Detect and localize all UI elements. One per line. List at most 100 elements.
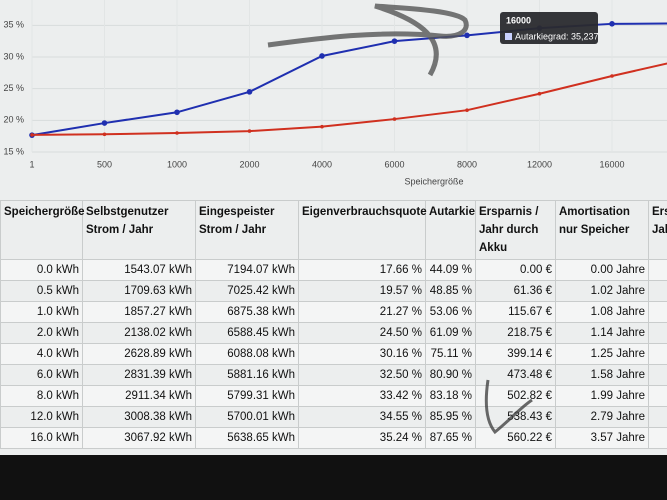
tooltip-swatch [505,33,512,40]
table-cell: 0.00 Jahre [555,259,649,281]
data-point [319,53,325,59]
table-cell: 1.25 Jahre [555,343,649,365]
table-row: 2.0 kWh 2138.02 kWh 6588.45 kWh 24.50 % 61.0… [0,322,667,344]
table-cell: 7194.07 kWh [195,259,299,281]
y-tick-label: 20 % [3,115,24,125]
table-row: 0.0 kWh 1543.07 kWh 7194.07 kWh 17.66 % 44.0… [0,259,667,281]
table-cell: 2831.39 kWh [82,364,196,386]
table-cell: 1.14 Jahre [555,322,649,344]
table-row: 16.0 kWh 3067.92 kWh 5638.65 kWh 35.24 % 87.… [0,427,667,449]
table-cell-cut [648,427,667,449]
x-tick-label: 4000 [312,159,332,169]
table-cell: 6588.45 kWh [195,322,299,344]
data-point [320,124,324,129]
x-tick-label: 1 [29,159,34,169]
tooltip-box [500,12,598,44]
column-header: Speichergröße [0,200,85,260]
table-cell: 3.57 Jahre [555,427,649,449]
table-cell: 5638.65 kWh [195,427,299,449]
data-point [102,132,107,137]
table-cell: 12.0 kWh [0,406,83,428]
table-cell: 83.18 % [425,385,476,407]
table-cell: 538.43 € [475,406,556,428]
table-cell: 17.66 % [298,259,426,281]
table-cell: 3067.92 kWh [82,427,196,449]
data-point [464,32,470,39]
table-cell: 8.0 kWh [0,385,83,407]
table-cell: 6.0 kWh [0,364,83,386]
table-row: 4.0 kWh 2628.89 kWh 6088.08 kWh 30.16 % 75.1… [0,343,667,365]
column-header: Eigenverbrauchsquote [298,200,427,260]
table-cell: 0.00 € [475,259,556,281]
table-cell: 5700.01 kWh [195,406,299,428]
x-tick-label: 2000 [239,159,259,169]
x-tick-label: 16000 [599,159,624,169]
table-cell: 75.11 % [425,343,476,365]
data-point [246,89,253,95]
table-row: 12.0 kWh 3008.38 kWh 5700.01 kWh 34.55 % 85.… [0,406,667,428]
data-point [175,131,179,135]
table-cell: 218.75 € [475,322,556,344]
table-cell-cut [648,385,667,407]
table-cell: 53.06 % [425,301,476,323]
chart: Speichergröße 15 % 20 % 25 % 30 % 35 % 1 500 10… [3,0,667,186]
column-header: Ersparnis / Jahr durch Akku [475,200,556,260]
table-cell-cut [648,322,667,344]
table-cell-cut [648,259,667,281]
table-cell: 3008.38 kWh [82,406,196,428]
table-cell: 1543.07 kWh [82,259,196,281]
table-cell: 0.5 kWh [0,280,83,302]
table-cell: 24.50 % [298,322,426,344]
table-cell: 85.95 % [425,406,476,428]
series-line [31,62,667,136]
table-cell: 16.0 kWh [0,427,83,449]
table-cell: 4.0 kWh [0,343,83,365]
y-tick-label: 25 % [3,83,24,93]
table-row: 0.5 kWh 1709.63 kWh 7025.42 kWh 19.57 % 48.8… [0,280,667,302]
table-cell: 1709.63 kWh [82,280,196,302]
table-cell: 61.36 € [475,280,556,302]
column-header: Autarkie [425,200,476,260]
data-point [392,117,397,121]
table-cell: 44.09 % [425,259,476,281]
table-cell: 1.99 Jahre [555,385,649,407]
table-cell: 1.02 Jahre [555,280,649,302]
table-row: 1.0 kWh 1857.27 kWh 6875.38 kWh 21.27 % 53.0… [0,301,667,323]
table-cell: 560.22 € [475,427,556,449]
tooltip-label: Autarkiegrad: 35,237 [515,31,599,41]
y-tick-label: 30 % [3,51,24,61]
data-point [610,74,614,78]
table-cell-cut [648,364,667,386]
table-cell: 5799.31 kWh [195,385,299,407]
x-tick-label: 8000 [457,159,477,169]
data-point [391,38,398,44]
table-cell: 473.48 € [475,364,556,386]
column-header: Selbstgenutzer Strom / Jahr [82,200,196,260]
table-cell: 1.08 Jahre [555,301,649,323]
table-cell: 21.27 % [298,301,426,323]
table-row: 6.0 kWh 2831.39 kWh 5881.16 kWh 32.50 % 80.9… [0,364,667,386]
x-axis-label: Speichergröße [404,176,463,186]
table-cell: 2138.02 kWh [82,322,196,344]
data-point [609,21,615,27]
x-tick-label: 1000 [167,159,187,169]
table-cell: 1.58 Jahre [555,364,649,386]
column-header: Amortisation nur Speicher [555,200,649,260]
table-cell: 35.24 % [298,427,426,449]
data-point [465,108,469,112]
table-cell: 48.85 % [425,280,476,302]
table-cell: 80.90 % [425,364,476,386]
table-cell: 30.16 % [298,343,426,365]
x-tick-label: 500 [97,159,112,169]
data-point [101,120,108,126]
data-point [30,133,34,137]
table-cell: 2.0 kWh [0,322,83,344]
y-tick-label: 15 % [3,146,24,156]
table-cell: 19.57 % [298,280,426,302]
x-tick-label: 6000 [384,159,404,169]
table-cell: 6088.08 kWh [195,343,299,365]
table-cell: 0.0 kWh [0,259,83,281]
tooltip: 16000 Autarkiegrad: 35,237 [500,12,599,44]
table-cell: 115.67 € [475,301,556,323]
data-point [247,129,252,133]
